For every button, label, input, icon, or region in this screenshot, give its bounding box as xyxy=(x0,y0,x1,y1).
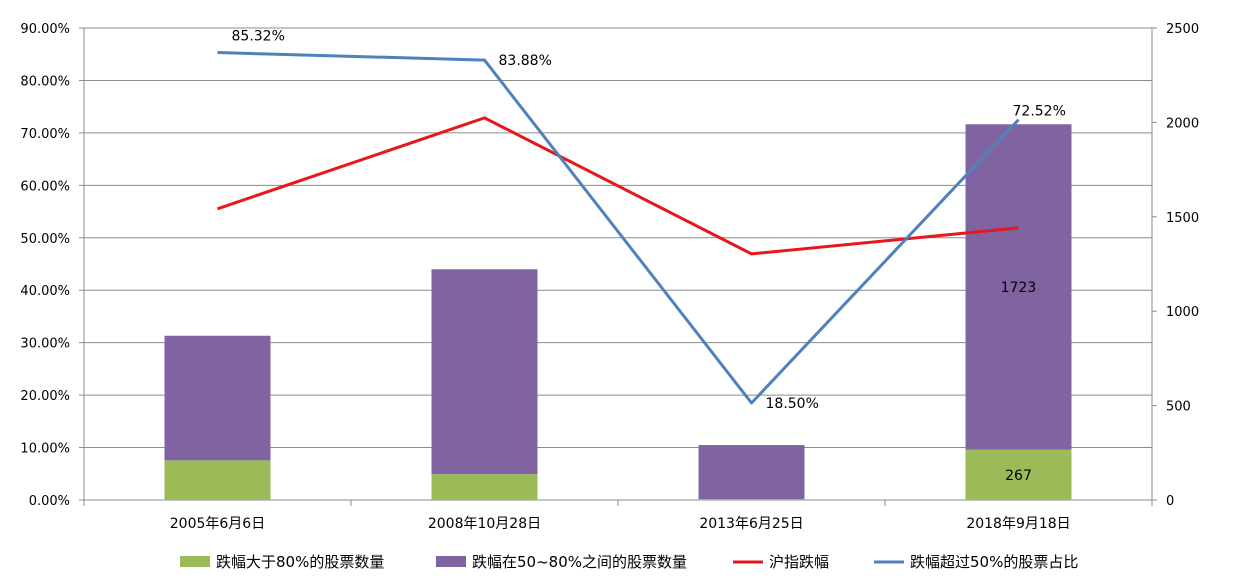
x-axis-category-label: 2013年6月25日 xyxy=(699,516,803,532)
left-axis-tick-label: 70.00% xyxy=(20,127,70,142)
bar-segment-1 xyxy=(698,499,805,500)
bar-segment-2 xyxy=(164,335,271,461)
left-axis-tick-label: 10.00% xyxy=(20,442,70,457)
line-data-label: 85.32% xyxy=(232,29,285,45)
left-axis-tick-label: 90.00% xyxy=(20,22,70,37)
legend-label: 跌幅大于80%的股票数量 xyxy=(216,553,384,571)
left-axis-tick-label: 20.00% xyxy=(20,389,70,404)
legend-label: 沪指跌幅 xyxy=(769,553,829,571)
left-axis-tick-label: 50.00% xyxy=(20,232,70,247)
line-series-2 xyxy=(217,51,1020,405)
right-axis-tick-label: 0 xyxy=(1166,494,1174,509)
bar-segment-2 xyxy=(965,124,1072,450)
legend-label: 跌幅在50~80%之间的股票数量 xyxy=(472,553,687,571)
bar-segment-1 xyxy=(431,474,538,500)
right-axis-tick-label: 2000 xyxy=(1166,116,1199,131)
legend-swatch xyxy=(180,556,210,567)
bar-segment-1 xyxy=(965,449,1072,500)
line-series-1 xyxy=(217,116,1019,256)
left-axis-tick-label: 40.00% xyxy=(20,284,70,299)
right-axis-tick-label: 500 xyxy=(1166,400,1191,415)
line-data-label: 18.50% xyxy=(766,396,819,412)
x-axis-category-label: 2008年10月28日 xyxy=(428,516,541,532)
right-axis-tick-label: 1000 xyxy=(1166,305,1199,320)
bar-segment-2 xyxy=(698,445,805,500)
bar-segment-1 xyxy=(164,460,271,500)
x-axis-category-label: 2018年9月18日 xyxy=(966,516,1070,532)
bar-segment-2 xyxy=(431,269,538,475)
line-data-label: 72.52% xyxy=(1013,104,1066,120)
left-axis-tick-label: 80.00% xyxy=(20,74,70,89)
left-axis-tick-label: 30.00% xyxy=(20,337,70,352)
left-axis-tick-label: 0.00% xyxy=(29,494,70,509)
right-axis-tick-label: 1500 xyxy=(1166,211,1199,226)
line-data-label: 83.88% xyxy=(499,53,552,69)
bar-data-label: 1723 xyxy=(1001,280,1037,296)
bar-data-label: 267 xyxy=(1005,468,1032,484)
legend-swatch xyxy=(436,556,466,567)
legend-label: 跌幅超过50%的股票占比 xyxy=(910,553,1078,571)
x-axis-category-label: 2005年6月6日 xyxy=(170,516,265,532)
right-axis-tick-label: 2500 xyxy=(1166,22,1199,37)
left-axis-tick-label: 60.00% xyxy=(20,179,70,194)
